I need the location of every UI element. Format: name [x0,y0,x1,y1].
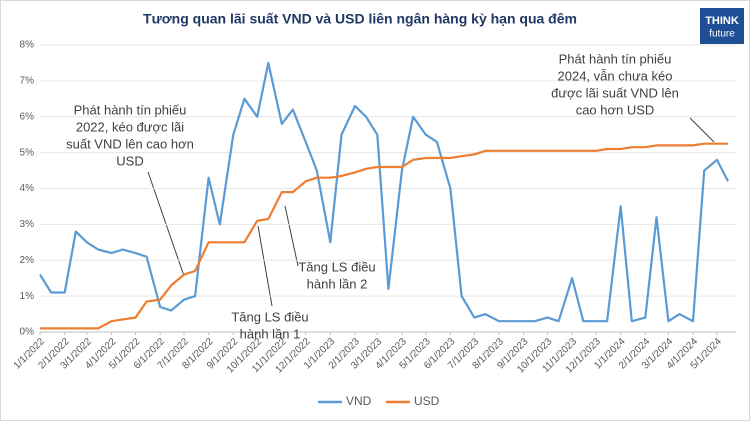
annotation-text: hành lần 2 [307,276,368,291]
chart-title: Tương quan lãi suất VND và USD liên ngân… [143,11,577,27]
y-tick-label: 6% [20,111,35,122]
y-tick-label: 5% [20,147,35,158]
y-tick-label: 3% [20,219,35,230]
arrow [284,205,299,267]
annotation-text: 2024, vẫn chưa kéo [558,68,673,83]
brand-text: THINK [705,15,739,27]
brand-text: future [709,29,735,40]
annotation-text: 2022, kéo được lãi [76,119,184,134]
line-series [40,142,728,330]
y-tick-label: 2% [20,255,35,266]
arrow [689,117,715,143]
legend-label: USD [414,394,440,408]
annotation-text: được lãi suất VND lên [551,85,679,100]
annotation-text: Phát hành tín phiếu [559,51,672,66]
arrow [257,225,273,307]
y-tick-label: 8% [20,40,35,51]
line-series [39,61,729,323]
annotation-text: Tăng LS điều [231,309,308,324]
y-tick-label: 4% [20,183,35,194]
y-tick-label: 7% [20,76,35,87]
brand-box [700,8,744,44]
annotation-text: Phát hành tín phiếu [74,102,187,117]
annotation-text: cao hơn USD [576,102,655,117]
annotation-text: Tăng LS điều [298,259,375,274]
y-tick-label: 0% [20,327,35,338]
y-tick-label: 1% [20,291,35,302]
annotation-text: USD [116,153,143,168]
annotation-text: hành lần 1 [240,326,301,341]
annotation-text: suất VND lên cao hơn [66,136,194,151]
legend-label: VND [346,394,372,408]
